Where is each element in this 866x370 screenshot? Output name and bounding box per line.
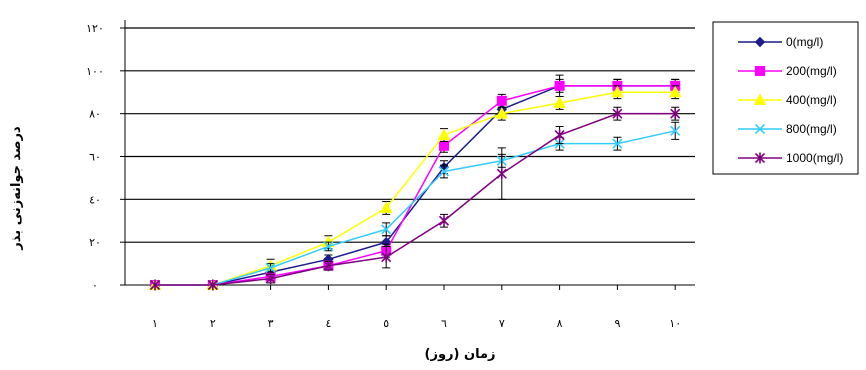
data-point [437,128,451,141]
series-3 [149,121,681,291]
y-tick-label: ٨٠ [89,108,101,121]
legend-swatch-marker [754,36,766,48]
x-tick-label: ٧ [499,317,505,330]
y-tick-label: ٠ [92,279,98,292]
series-4 [149,106,681,291]
x-tick-labels: ۱ ۲ ۳ ٤ ٥ ٦ ٧ ٨ ٩ ١٠ [152,317,681,330]
y-tick-label: ٤٠ [89,193,101,206]
legend-entry-2: 400(mg/l) [738,93,837,107]
data-point [438,166,450,177]
data-point [381,224,392,235]
data-point [439,140,449,151]
legend-entry-3: 800(mg/l) [738,122,837,136]
legend-swatch-marker [754,123,766,135]
x-tick-label: ٨ [557,317,563,330]
legend-swatch-marker [755,66,765,76]
data-point [554,80,565,91]
y-tick-labels: ٠ ٢٠ ٤٠ ٦٠ ٨٠ ١٠٠ ١٢٠ [86,22,104,292]
y-tick-label: ١٢٠ [86,22,104,35]
data-point [265,273,276,285]
x-axis-title: زمان (روز) [425,347,496,362]
data-point [496,95,507,106]
y-tick-label: ٢٠ [89,236,101,249]
x-tick-label: ١٠ [669,317,681,330]
y-axis-title: درصد جوانه‌زنی بذر [9,126,24,251]
x-tick-label: ۱ [152,317,158,330]
series-line [155,85,676,286]
legend: 0(mg/l) 200(mg/l) 400(mg/l) 800(mg/l) 1000(m… [712,21,859,175]
legend-label: 1000(mg/l) [786,151,843,165]
legend-label: 200(mg/l) [786,64,837,78]
legend-label: 800(mg/l) [786,122,837,136]
data-point [149,279,161,291]
data-point [495,107,509,119]
series-line [155,85,676,286]
series [148,74,682,291]
x-tick-label: ٥ [383,317,389,330]
y-tick-label: ٦٠ [89,151,101,164]
x-tick-label: ۲ [210,317,216,330]
series-line [155,130,676,286]
legend-label: 400(mg/l) [786,93,837,107]
series-line [155,91,676,286]
data-point [207,279,218,291]
data-point [553,96,566,108]
grid-lines [125,27,695,243]
legend-swatch-marker [754,152,766,164]
series-2 [148,85,682,290]
x-tick-label: ۳ [268,317,274,330]
data-point [612,108,623,120]
legend-label: 0(mg/l) [786,35,823,49]
data-point [379,201,393,213]
data-point [323,241,334,252]
y-tick-label: ١٠٠ [86,65,104,78]
data-point [554,129,565,141]
x-tick-label: ٩ [614,317,620,330]
legend-swatch-marker [753,93,767,105]
data-point [265,262,276,273]
legend-entry-1: 200(mg/l) [738,64,837,78]
data-point [323,260,334,272]
legend-entry-4: 1000(mg/l) [738,151,843,165]
data-point [611,85,624,98]
data-point [612,138,623,149]
data-point [381,251,392,263]
x-tick-label: ٤ [325,317,331,330]
series-1 [150,78,681,290]
data-point [668,85,682,98]
data-point [438,215,450,227]
series-0 [149,74,681,291]
series-line [155,112,676,286]
data-point [496,168,507,180]
data-point [670,125,681,136]
x-tick-label: ٦ [441,317,447,330]
axes [120,20,695,290]
legend-entry-0: 0(mg/l) [738,35,823,49]
data-point [670,108,681,120]
